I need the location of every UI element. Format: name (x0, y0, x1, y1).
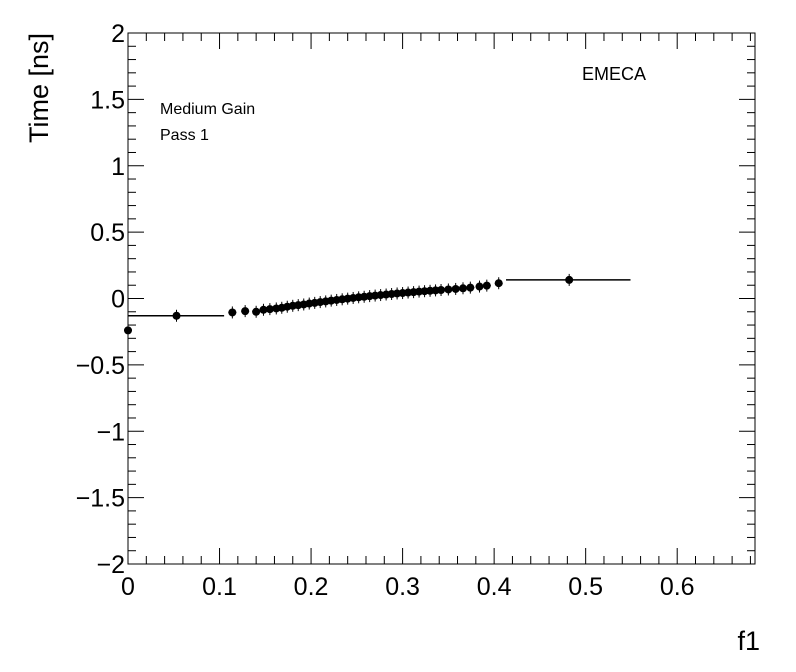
y-tick-label: −1 (96, 418, 125, 446)
data-point (259, 305, 268, 314)
data-point (241, 307, 250, 316)
annotation-pass: Pass 1 (160, 127, 209, 144)
y-axis-title: Time [ns] (24, 33, 54, 143)
data-point (482, 281, 491, 290)
x-tick-label: 0.1 (202, 573, 237, 601)
data-point (451, 284, 460, 293)
y-tick-label: −0.5 (76, 352, 125, 380)
data-point (172, 311, 181, 320)
tick-labels: 0 0.1 0.2 0.3 0.4 0.5 0.6 −2 −1.5 −1 −0.5 0 0.5 1 1.5 2 (76, 20, 695, 601)
data-point (459, 284, 468, 293)
data-point (252, 307, 261, 316)
data-point (565, 275, 574, 284)
y-tick-label: 2 (111, 20, 125, 48)
axis-ticks (127, 32, 755, 565)
data-point (124, 326, 132, 335)
data-point (466, 283, 475, 292)
y-tick-label: 1 (111, 153, 125, 181)
y-tick-label: 1.5 (90, 86, 125, 114)
x-tick-label: 0.4 (477, 573, 512, 601)
y-tick-label: −2 (96, 551, 125, 579)
data-marks (124, 273, 631, 337)
data-point (437, 286, 446, 295)
x-tick-label: 0.3 (385, 573, 420, 601)
data-point (475, 282, 484, 291)
x-tick-label: 0 (121, 573, 135, 601)
annotation-region: EMECA (582, 64, 646, 84)
data-point (265, 305, 274, 314)
x-tick-label: 0.6 (660, 573, 695, 601)
y-tick-label: −1.5 (76, 485, 125, 513)
data-point (494, 279, 503, 288)
annotation-gain: Medium Gain (160, 101, 255, 118)
data-point (444, 285, 453, 294)
data-point (228, 308, 237, 317)
y-tick-label: 0 (111, 286, 125, 314)
x-axis-title: f1 (737, 626, 760, 656)
x-tick-label: 0.5 (568, 573, 603, 601)
y-tick-label: 0.5 (90, 219, 125, 247)
x-tick-label: 0.2 (294, 573, 329, 601)
